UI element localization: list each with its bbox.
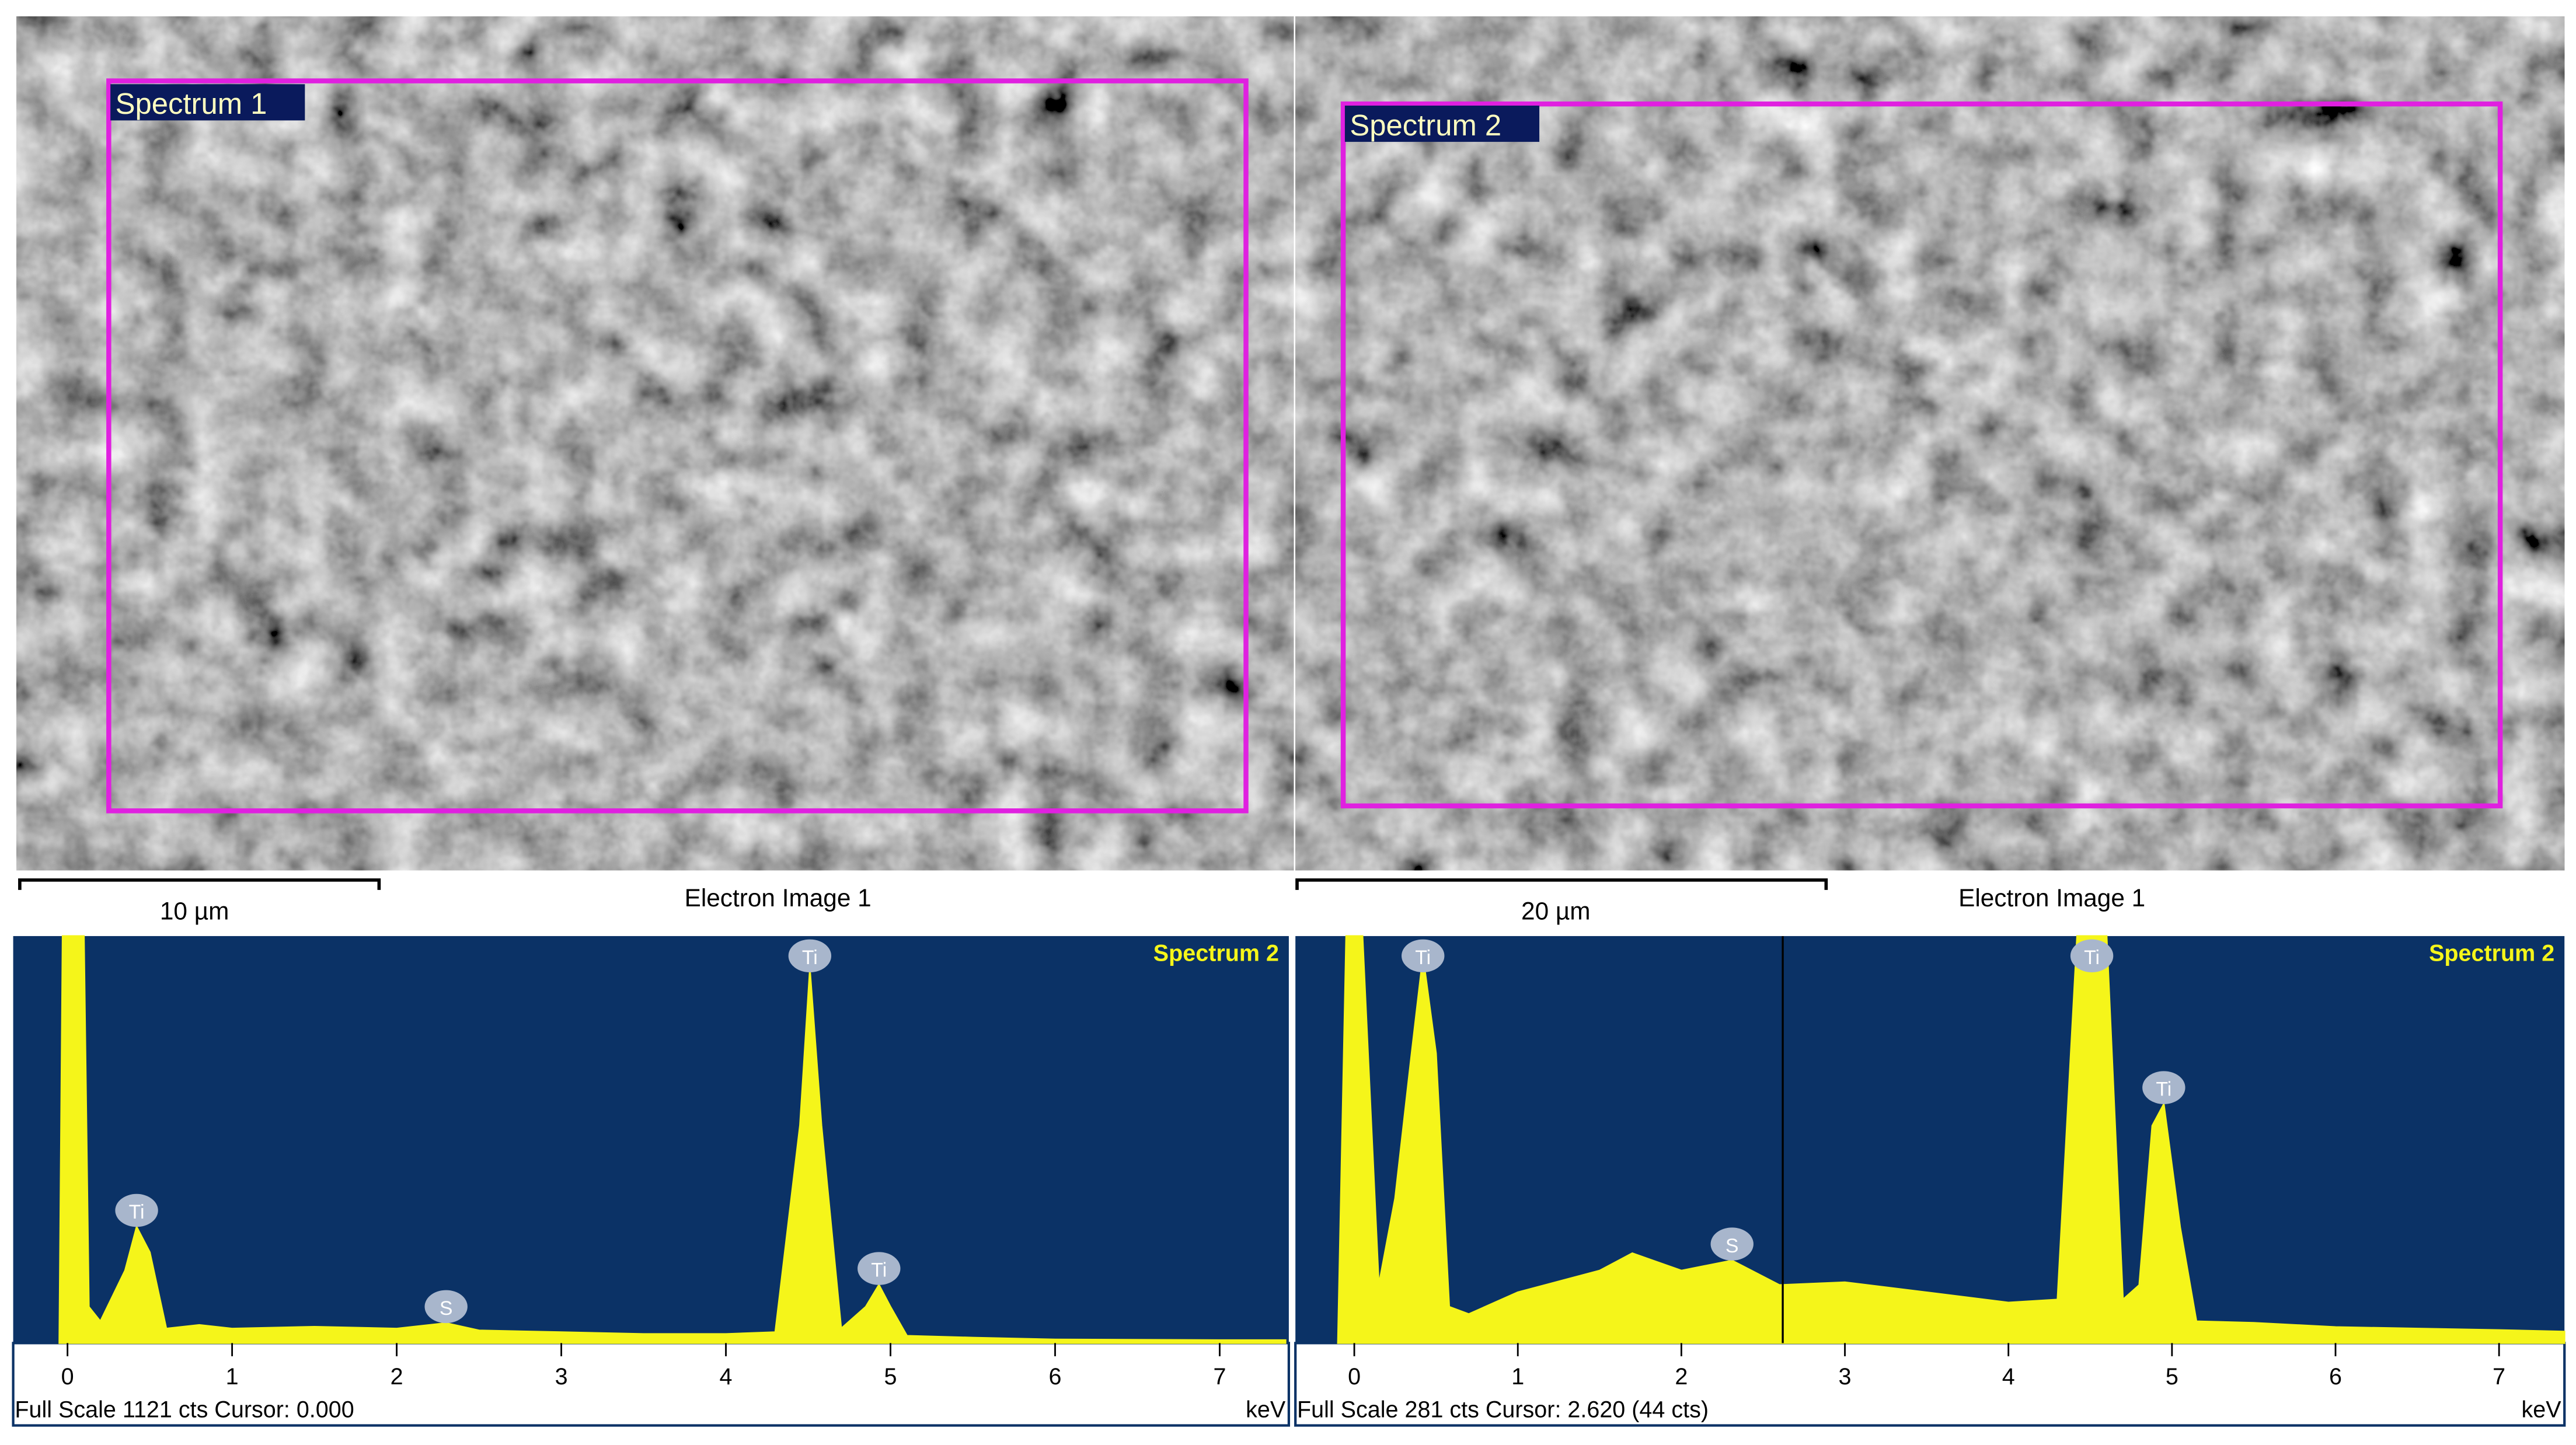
peak-marker	[1402, 939, 1445, 973]
status-text: Full Scale 1121 cts Cursor: 0.000	[15, 1397, 354, 1422]
axis-area	[12, 1342, 1291, 1427]
spectrum-region	[106, 78, 1249, 814]
peak-label: S	[440, 1297, 453, 1320]
x-tick-label: 7	[2493, 1364, 2505, 1390]
peak-marker	[424, 1290, 468, 1324]
peak-label: Ti	[2084, 947, 2100, 969]
x-tick-label: 5	[884, 1364, 897, 1390]
image-caption: Electron Image 1	[1958, 884, 2145, 912]
spectrum-title: Spectrum 2	[2429, 940, 2554, 966]
peak-label: S	[1726, 1235, 1739, 1257]
scale-bar	[1295, 878, 1828, 890]
x-tick-label: 4	[2002, 1364, 2015, 1390]
x-tick-label: 1	[226, 1364, 239, 1390]
scale-label: 10 µm	[160, 898, 229, 925]
label-bg	[110, 84, 305, 121]
x-tick-label: 4	[720, 1364, 733, 1390]
spectrum-region	[1340, 101, 2503, 809]
peak-label: Ti	[802, 947, 818, 969]
peak-marker	[115, 1193, 158, 1227]
x-tick-label: 2	[1675, 1364, 1688, 1390]
axis-unit: keV	[2521, 1397, 2561, 1422]
sem-texture	[16, 16, 1294, 871]
region-label: Spectrum 1	[116, 87, 267, 120]
spectrum-title: Spectrum 2	[1153, 940, 1279, 966]
peak-label: Ti	[129, 1201, 145, 1223]
peak-label: Ti	[2156, 1078, 2171, 1101]
x-tick-label: 6	[1049, 1364, 1062, 1390]
status-text: Full Scale 281 cts Cursor: 2.620 (44 cts…	[1297, 1397, 1709, 1422]
peak-marker	[857, 1252, 901, 1285]
spectrum-area	[58, 935, 1287, 1344]
x-tick-label: 1	[1511, 1364, 1524, 1390]
peak-marker	[2142, 1071, 2185, 1104]
x-tick-label: 7	[1213, 1364, 1226, 1390]
peak-marker	[1710, 1227, 1754, 1261]
axis-area	[1294, 1342, 2566, 1427]
scale-label: 20 µm	[1521, 898, 1591, 925]
peak-label: Ti	[1415, 947, 1431, 969]
x-tick-label: 0	[1348, 1364, 1361, 1390]
x-tick-label: 0	[61, 1364, 74, 1390]
peak-label: Ti	[871, 1259, 887, 1282]
x-tick-label: 6	[2329, 1364, 2342, 1390]
sem-texture	[1295, 16, 2565, 871]
x-tick-label: 3	[1839, 1364, 1852, 1390]
plot-area	[13, 936, 1289, 1343]
region-label: Spectrum 2	[1350, 109, 1501, 142]
x-tick-label: 3	[555, 1364, 568, 1390]
x-tick-label: 5	[2166, 1364, 2178, 1390]
axis-unit: keV	[1246, 1397, 1286, 1422]
plot-area	[1295, 936, 2565, 1343]
scale-bar	[18, 878, 381, 890]
label-bg	[1344, 105, 1540, 142]
image-caption: Electron Image 1	[685, 884, 872, 912]
peak-marker	[788, 939, 832, 973]
x-tick-label: 2	[391, 1364, 403, 1390]
peak-marker	[2070, 939, 2114, 973]
spectrum-area	[1337, 935, 2565, 1344]
